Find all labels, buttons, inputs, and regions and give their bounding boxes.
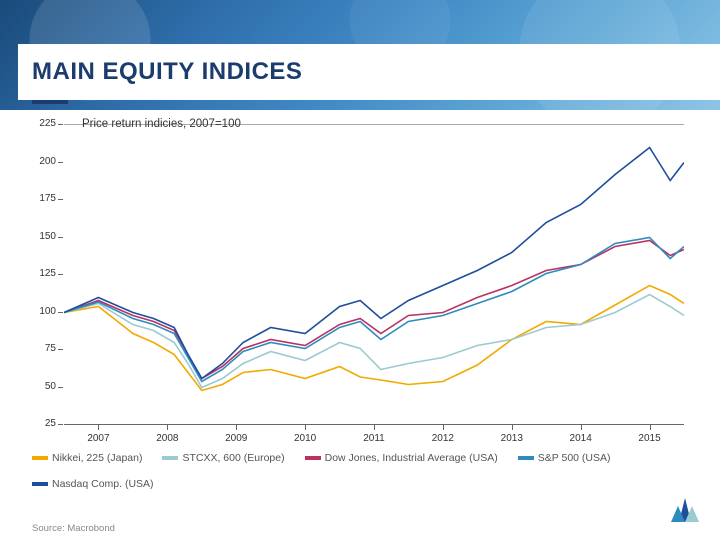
legend-swatch — [32, 456, 48, 460]
x-tick-label: 2009 — [225, 433, 247, 444]
x-tick-label: 2010 — [294, 433, 316, 444]
y-tick-label: 175 — [32, 193, 56, 204]
series-line — [64, 238, 684, 382]
x-tick — [98, 424, 99, 430]
chart-subtitle: Price return indicies, 2007=100 — [82, 118, 241, 130]
legend-swatch — [162, 456, 178, 460]
x-tick — [236, 424, 237, 430]
y-tick-label: 25 — [32, 418, 56, 429]
x-tick-label: 2013 — [501, 433, 523, 444]
y-tick-label: 225 — [32, 118, 56, 129]
x-tick — [650, 424, 651, 430]
source-text: Source: Macrobond — [32, 523, 115, 534]
series-lines — [64, 125, 684, 425]
legend-item: Nasdaq Comp. (USA) — [32, 478, 154, 490]
series-line — [64, 286, 684, 391]
chart-container: Price return indicies, 2007=100 225 200 17… — [32, 118, 692, 488]
x-tick — [512, 424, 513, 430]
x-tick-label: 2011 — [363, 433, 385, 444]
series-line — [64, 295, 684, 388]
title-underline — [32, 100, 68, 104]
y-tick-label: 50 — [32, 381, 56, 392]
legend-label: Nasdaq Comp. (USA) — [52, 478, 154, 490]
legend-swatch — [32, 482, 48, 486]
x-tick-label: 2007 — [87, 433, 109, 444]
y-tick-label: 150 — [32, 231, 56, 242]
x-tick-label: 2008 — [156, 433, 178, 444]
x-tick — [443, 424, 444, 430]
x-tick-label: 2012 — [432, 433, 454, 444]
y-tick-label: 125 — [32, 268, 56, 279]
plot-area — [64, 124, 684, 424]
legend-label: Dow Jones, Industrial Average (USA) — [325, 452, 498, 464]
x-tick — [581, 424, 582, 430]
brand-logo — [670, 494, 700, 522]
legend-item: Dow Jones, Industrial Average (USA) — [305, 452, 498, 464]
y-tick-label: 200 — [32, 156, 56, 167]
legend-swatch — [518, 456, 534, 460]
legend-label: STCXX, 600 (Europe) — [182, 452, 284, 464]
legend-label: S&P 500 (USA) — [538, 452, 611, 464]
y-tick-label: 75 — [32, 343, 56, 354]
title-bar: MAIN EQUITY INDICES — [18, 44, 720, 100]
x-tick-label: 2015 — [638, 433, 660, 444]
legend-item: S&P 500 (USA) — [518, 452, 611, 464]
x-tick — [167, 424, 168, 430]
y-tick-label: 100 — [32, 306, 56, 317]
legend-item: Nikkei, 225 (Japan) — [32, 452, 142, 464]
x-tick — [374, 424, 375, 430]
legend-swatch — [305, 456, 321, 460]
x-axis: 2007 2008 2009 2010 2011 2012 2013 2014 2015 — [64, 424, 684, 444]
legend: Nikkei, 225 (Japan) STCXX, 600 (Europe) Do… — [32, 452, 692, 490]
page-title: MAIN EQUITY INDICES — [32, 58, 302, 86]
y-axis: 225200175150125100755025 — [32, 124, 60, 424]
legend-label: Nikkei, 225 (Japan) — [52, 452, 142, 464]
x-tick — [305, 424, 306, 430]
legend-item: STCXX, 600 (Europe) — [162, 452, 284, 464]
x-tick-label: 2014 — [570, 433, 592, 444]
series-line — [64, 241, 684, 379]
